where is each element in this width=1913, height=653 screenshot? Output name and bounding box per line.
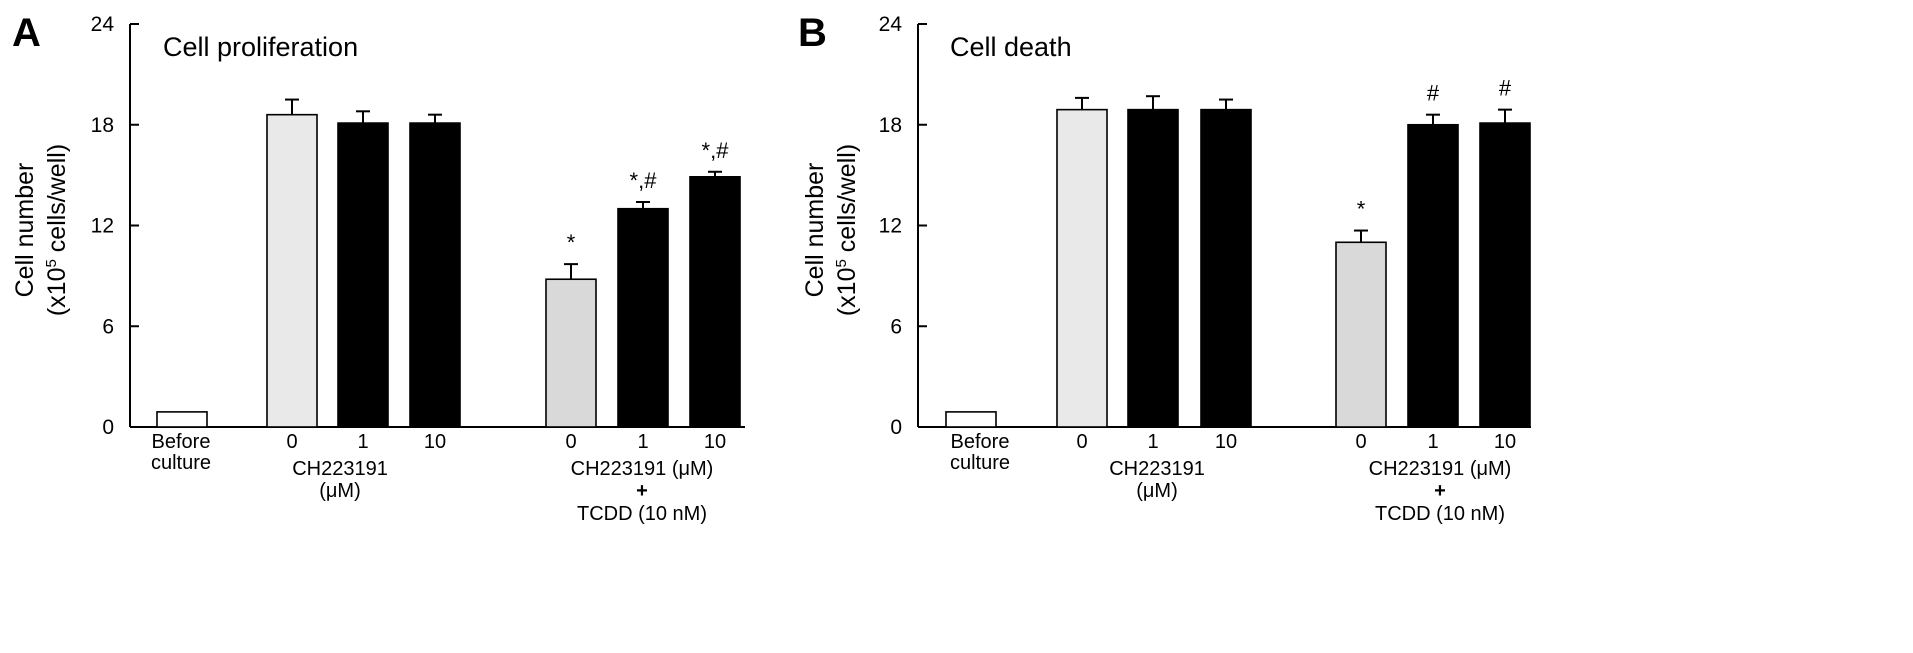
x-group-label: Before	[152, 431, 211, 453]
bar	[1335, 241, 1387, 428]
x-tick-label: 10	[424, 431, 446, 453]
significance-marker: *	[1357, 197, 1366, 222]
x-group-label: CH223191 (μM)	[1369, 458, 1512, 480]
significance-marker: *,#	[630, 168, 658, 193]
x-tick-label: 1	[637, 431, 648, 453]
x-group-label: TCDD (10 nM)	[1375, 503, 1505, 525]
x-group-label: CH223191	[292, 458, 388, 480]
x-tick-label: 1	[357, 431, 368, 453]
bar	[617, 207, 669, 428]
chart-title: Cell proliferation	[163, 32, 358, 62]
x-tick-label: 1	[1427, 431, 1438, 453]
x-group-label: (μM)	[319, 480, 361, 502]
x-group-label: culture	[151, 452, 211, 474]
x-tick-label: 10	[1494, 431, 1516, 453]
bar	[266, 113, 318, 428]
y-tick-label: 24	[91, 13, 115, 36]
bar	[545, 278, 597, 428]
bar	[1056, 108, 1108, 428]
x-tick-label: 0	[565, 431, 576, 453]
y-tick-label: 0	[890, 416, 902, 439]
x-group-label: (μM)	[1136, 480, 1178, 502]
bar	[1200, 108, 1252, 428]
x-tick-label: 10	[704, 431, 726, 453]
bar	[1127, 108, 1179, 428]
x-tick-label: 0	[286, 431, 297, 453]
y-tick-label: 0	[102, 416, 114, 439]
x-group-label: Before	[951, 431, 1010, 453]
x-group-label: CH223191	[1109, 458, 1205, 480]
chart-panel-a: A Cell proliferation 0 6 12 18 24 Cell number (x…	[11, 11, 745, 525]
panel-letter: A	[12, 11, 41, 55]
y-tick-label: 18	[879, 114, 902, 137]
bar	[1479, 122, 1531, 428]
y-tick-label: 12	[879, 215, 902, 238]
x-group-label: culture	[950, 452, 1010, 474]
bar	[409, 122, 461, 428]
bar	[337, 122, 389, 428]
y-tick-label: 24	[879, 13, 903, 36]
y-tick-label: 6	[102, 315, 114, 338]
significance-marker: #	[1427, 81, 1440, 106]
panel-letter: B	[798, 11, 827, 55]
bar	[689, 176, 741, 428]
x-tick-label: 1	[1147, 431, 1158, 453]
x-group-label: TCDD (10 nM)	[577, 503, 707, 525]
significance-marker: *	[567, 230, 576, 255]
x-tick-label: 0	[1076, 431, 1087, 453]
y-tick-label: 6	[890, 315, 902, 338]
y-tick-label: 18	[91, 114, 114, 137]
x-tick-label: 10	[1215, 431, 1237, 453]
x-group-label: +	[636, 480, 648, 502]
bar	[945, 411, 997, 428]
bar	[1407, 123, 1459, 428]
x-tick-label: 0	[1355, 431, 1366, 453]
significance-marker: *,#	[702, 138, 730, 163]
y-axis-label: Cell number (x105 cells/well)	[801, 144, 861, 316]
chart-title: Cell death	[950, 32, 1072, 62]
x-group-label: CH223191 (μM)	[571, 458, 714, 480]
bar	[156, 411, 208, 428]
y-tick-label: 12	[91, 215, 114, 238]
chart-panel-b: B Cell death 0 6 12 18 24 Cell number (x105 cell…	[798, 11, 1531, 525]
x-group-label: +	[1434, 480, 1446, 502]
y-axis-label: Cell number (x105 cells/well)	[11, 144, 71, 316]
significance-marker: #	[1499, 76, 1512, 101]
